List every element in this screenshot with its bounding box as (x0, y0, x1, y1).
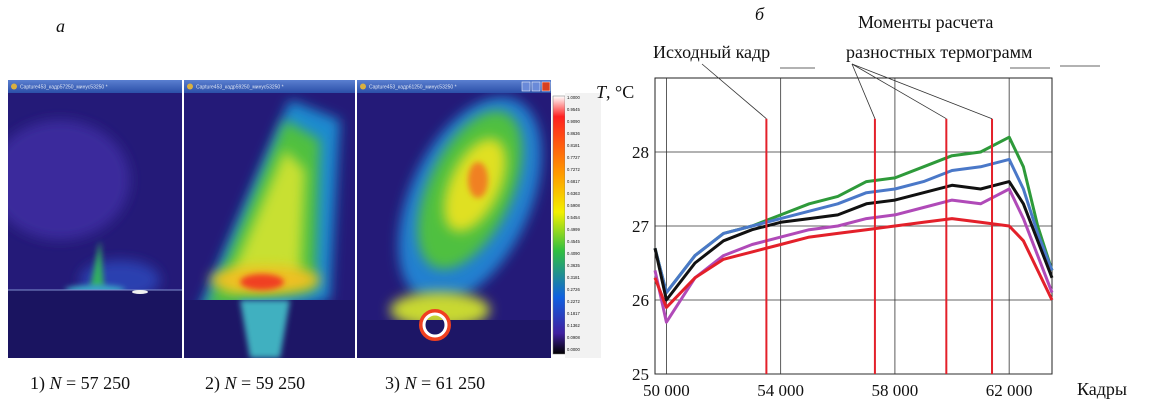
colorbar-label: 0.3181 (567, 275, 580, 280)
colorbar-label: 0.3635 (567, 263, 580, 268)
thermogram: Capture453_кадр59250_минус53250 * (184, 80, 355, 358)
thermogram: Capture453_кадр57250_минус53250 * (8, 80, 182, 358)
colorbar-label: 0.8636 (567, 131, 580, 136)
caption: 1) N = 57 250 (30, 373, 130, 394)
leader-line (701, 63, 767, 120)
caption: 2) N = 59 250 (205, 373, 305, 394)
colorbar (552, 95, 566, 355)
y-axis-label: T, °C (596, 82, 634, 102)
caption-value: = 57 250 (62, 373, 131, 393)
caption-var: N (404, 373, 418, 393)
colorbar-label: 0.2726 (567, 287, 580, 292)
colorbar-label: 0.4545 (567, 239, 580, 244)
x-axis-label: Кадры (1077, 379, 1127, 399)
thermogram: Capture453_кадр61250_минус53250 * (357, 80, 551, 358)
colorbar-label: 0.4090 (567, 251, 580, 256)
colorbar-label: 0.6817 (567, 179, 580, 184)
annotation: Исходный кадр (653, 42, 770, 62)
y-tick-label: 28 (632, 143, 649, 162)
caption-prefix: 3) (385, 373, 405, 394)
colorbar-label: 0.1817 (567, 311, 580, 316)
caption-value: = 61 250 (417, 373, 486, 393)
caption: 3) N = 61 250 (385, 373, 485, 394)
y-axis-var: T (596, 82, 608, 102)
window-title: Capture453_кадр57250_минус53250 * (20, 85, 108, 91)
colorbar-label: 0.1362 (567, 323, 580, 328)
leader-line (851, 63, 947, 120)
decor (780, 65, 1100, 69)
caption-prefix: 2) (205, 373, 225, 394)
panel-label: б (755, 4, 765, 24)
colorbar-label: 0.7272 (567, 167, 580, 172)
colorbar-panel (565, 93, 601, 358)
colorbar-label: 0.9090 (567, 119, 580, 124)
annotation: разностных термограмм (846, 42, 1032, 62)
colorbar-label: 0.5908 (567, 203, 580, 208)
x-tick-label: 58 000 (872, 381, 919, 400)
y-tick-label: 26 (632, 291, 649, 310)
window-title: Capture453_кадр59250_минус53250 * (196, 85, 284, 91)
y-tick-label: 25 (632, 365, 649, 384)
y-tick-label: 27 (632, 217, 650, 236)
series-line (653, 180, 1054, 302)
annotation: Моменты расчета (858, 12, 993, 32)
colorbar-label: 0.8181 (567, 143, 580, 148)
leader-line (851, 63, 876, 119)
series-line (653, 217, 1054, 309)
caption-prefix: 1) (30, 373, 50, 394)
x-tick-label: 54 000 (757, 381, 804, 400)
colorbar-label: 0.5454 (567, 215, 580, 220)
x-tick-label: 50 000 (643, 381, 690, 400)
colorbar-label: 0.0000 (567, 347, 580, 352)
caption-var: N (224, 373, 238, 393)
caption-value: = 59 250 (237, 373, 306, 393)
y-axis-unit: , °C (606, 82, 634, 102)
leader-line (851, 63, 993, 120)
series-line (653, 187, 1054, 324)
series-line (653, 157, 1054, 295)
colorbar-label: 0.0908 (567, 335, 580, 340)
colorbar-label: 0.6363 (567, 191, 580, 196)
colorbar-label: 1.0000 (567, 95, 580, 100)
colorbar-label: 0.4999 (567, 227, 580, 232)
window-title: Capture453_кадр61250_минус53250 * (369, 85, 457, 91)
x-tick-label: 62 000 (986, 381, 1033, 400)
colorbar-label: 0.2272 (567, 299, 580, 304)
panel-label: а (56, 16, 65, 36)
caption-var: N (49, 373, 63, 393)
colorbar-label: 0.7727 (567, 155, 580, 160)
colorbar-label: 0.9545 (567, 107, 580, 112)
